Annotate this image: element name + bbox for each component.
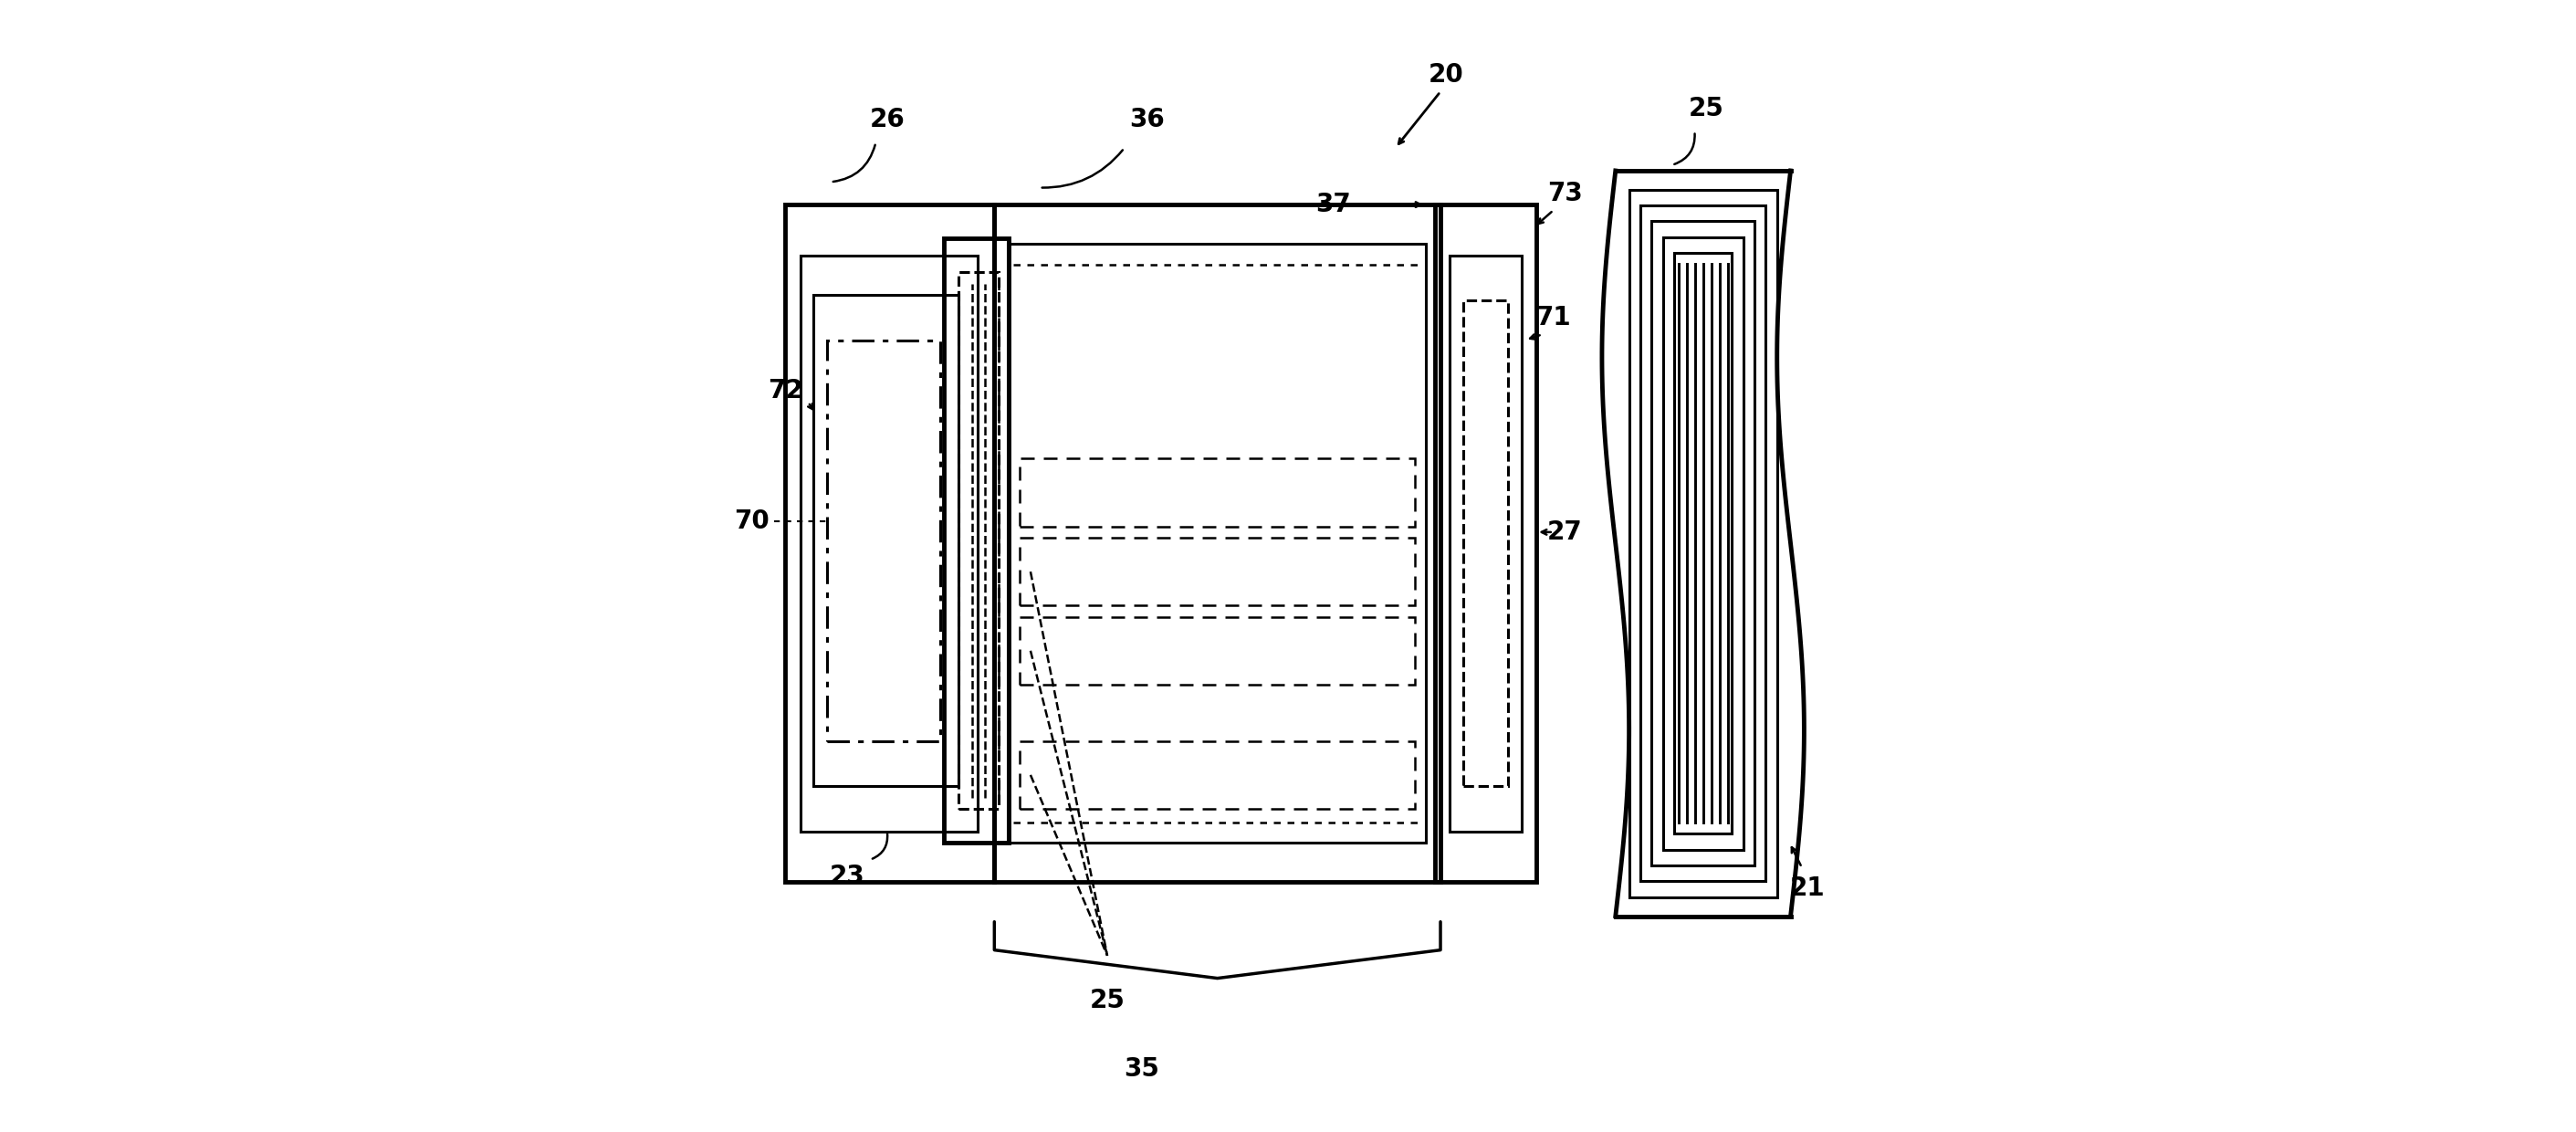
Text: 36: 36 <box>1128 108 1164 132</box>
Text: 23: 23 <box>829 864 866 890</box>
Text: 71: 71 <box>1535 305 1571 331</box>
Bar <box>1641 206 1765 882</box>
Text: 70: 70 <box>734 508 770 533</box>
Bar <box>1020 617 1414 685</box>
Bar <box>1674 252 1731 834</box>
Text: 27: 27 <box>1548 520 1582 544</box>
Text: 37: 37 <box>1316 191 1350 217</box>
Bar <box>994 205 1440 882</box>
Text: 72: 72 <box>768 378 804 404</box>
Bar <box>814 295 958 787</box>
Text: 26: 26 <box>868 108 904 132</box>
Bar <box>1463 301 1507 787</box>
Bar <box>1651 221 1754 866</box>
Text: 35: 35 <box>1123 1056 1159 1081</box>
Bar <box>1450 256 1522 831</box>
Text: 73: 73 <box>1548 180 1582 206</box>
Bar <box>943 239 1010 842</box>
Text: 25: 25 <box>1090 988 1126 1013</box>
Bar <box>1007 245 1425 842</box>
Bar <box>827 340 940 741</box>
Text: 25: 25 <box>1687 96 1723 121</box>
Bar <box>1020 741 1414 809</box>
Bar <box>1435 205 1535 882</box>
Bar <box>1628 190 1777 898</box>
Bar <box>801 256 976 831</box>
Bar <box>1020 458 1414 526</box>
Text: 20: 20 <box>1430 62 1463 87</box>
Text: 21: 21 <box>1790 875 1826 901</box>
Bar <box>1664 237 1744 850</box>
Bar <box>1020 538 1414 606</box>
Bar <box>958 273 999 809</box>
Bar <box>786 205 994 882</box>
